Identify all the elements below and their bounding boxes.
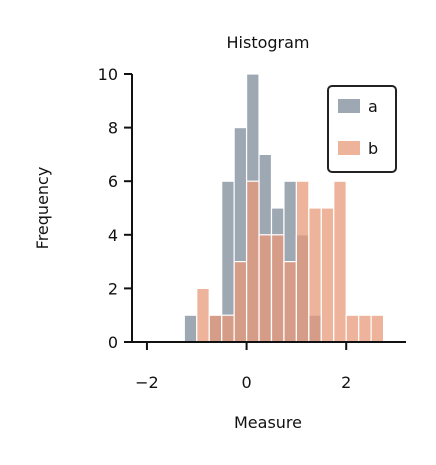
x-tick-label--2: −2 xyxy=(135,373,159,392)
bar-b-9 xyxy=(308,207,322,343)
series-b-bars xyxy=(196,180,385,343)
bar-b-2 xyxy=(221,314,235,343)
y-axis-ticks: 0 2 4 6 8 10 xyxy=(98,65,132,352)
bar-b-3 xyxy=(233,261,248,343)
y-tick-label-4: 4 xyxy=(108,226,118,245)
bar-b-10 xyxy=(320,207,335,343)
x-tick-label-2: 2 xyxy=(341,373,351,392)
y-tick-label-10: 10 xyxy=(98,65,118,84)
x-tick-label-0: 0 xyxy=(241,373,251,392)
y-tick-label-0: 0 xyxy=(108,333,118,352)
bar-b-8 xyxy=(295,180,310,343)
legend: a b xyxy=(327,85,397,173)
bar-b-14 xyxy=(370,314,385,343)
bar-b-1 xyxy=(208,314,223,343)
legend-swatch-b xyxy=(338,141,360,155)
x-axis-label: Measure xyxy=(234,413,302,432)
x-axis-ticks: −2 0 2 xyxy=(135,342,351,392)
bar-b-12 xyxy=(345,314,360,343)
y-axis-label: Frequency xyxy=(33,167,52,250)
plot-area xyxy=(183,73,385,343)
y-tick-label-8: 8 xyxy=(108,119,118,138)
legend-box xyxy=(327,85,397,173)
legend-label-b: b xyxy=(368,139,378,158)
legend-swatch-a xyxy=(338,99,360,113)
bar-b-13 xyxy=(358,314,372,343)
y-tick-label-2: 2 xyxy=(108,279,118,298)
bar-b-6 xyxy=(270,234,285,343)
y-tick-label-6: 6 xyxy=(108,172,118,191)
bar-b-7 xyxy=(283,261,298,343)
chart-title: Histogram xyxy=(227,33,310,52)
bar-b-0 xyxy=(196,287,210,343)
bar-a-0 xyxy=(183,314,198,343)
legend-label-a: a xyxy=(368,97,378,116)
bar-b-11 xyxy=(333,180,347,343)
bar-b-5 xyxy=(258,234,273,343)
bar-b-4 xyxy=(245,180,260,343)
